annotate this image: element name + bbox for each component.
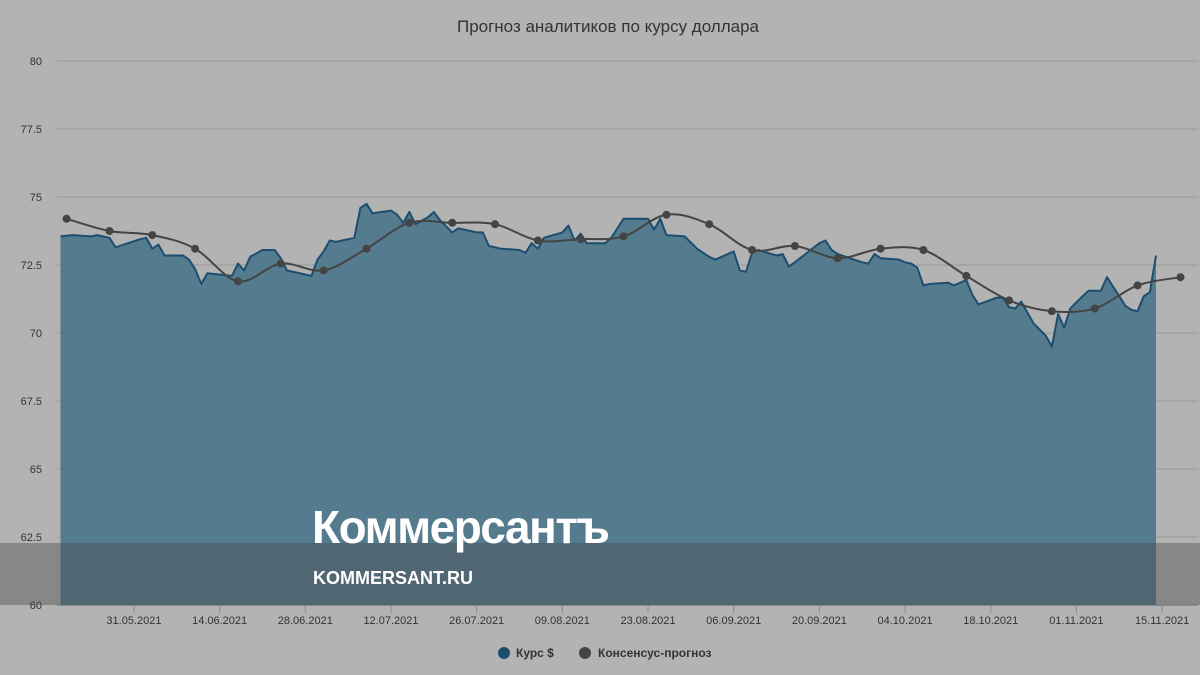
x-axis: 31.05.2021 14.06.2021 28.06.2021 12.07.2021…	[57, 605, 1198, 627]
consensus-point[interactable]	[362, 244, 371, 253]
legend-consensus-label: Консенсус-прогноз	[598, 646, 712, 660]
x-tick-label: 09.08.2021	[535, 615, 590, 627]
consensus-point[interactable]	[491, 220, 499, 229]
consensus-point[interactable]	[1176, 273, 1185, 282]
consensus-point[interactable]	[662, 210, 671, 219]
consensus-point[interactable]	[790, 242, 799, 250]
consensus-point[interactable]	[619, 232, 628, 241]
consensus-point[interactable]	[405, 218, 414, 227]
y-tick-label: 60	[30, 600, 42, 612]
consensus-point[interactable]	[576, 235, 585, 244]
consensus-point[interactable]	[319, 266, 328, 275]
legend: Курс $ Консенсус-прогноз	[498, 646, 712, 660]
consensus-point[interactable]	[876, 244, 885, 253]
consensus-point[interactable]	[191, 244, 200, 253]
x-tick-label: 20.09.2021	[792, 615, 847, 627]
y-tick-label: 65	[30, 464, 42, 476]
consensus-point[interactable]	[1133, 281, 1142, 290]
consensus-series	[62, 210, 1185, 316]
consensus-point[interactable]	[962, 271, 971, 280]
consensus-point[interactable]	[62, 214, 71, 223]
y-tick-label: 70	[30, 328, 42, 340]
watermark-band	[0, 543, 1200, 605]
x-tick-label: 28.06.2021	[278, 615, 333, 627]
consensus-point[interactable]	[833, 254, 842, 263]
watermark-brand: Коммерсантъ	[312, 501, 608, 553]
y-tick-label: 67.5	[21, 396, 42, 408]
x-tick-label: 01.11.2021	[1049, 615, 1103, 627]
x-tick-label: 26.07.2021	[449, 615, 504, 627]
legend-consensus-marker	[579, 647, 591, 659]
y-tick-label: 75	[30, 192, 42, 204]
consensus-point[interactable]	[748, 246, 757, 254]
y-tick-label: 62.5	[21, 532, 42, 544]
consensus-point[interactable]	[234, 277, 242, 286]
consensus-point[interactable]	[276, 259, 285, 268]
legend-item-consensus[interactable]: Консенсус-прогноз	[579, 646, 712, 660]
legend-item-rate[interactable]: Курс $	[498, 646, 554, 660]
consensus-point[interactable]	[919, 246, 928, 254]
x-tick-label: 23.08.2021	[620, 615, 675, 627]
consensus-point[interactable]	[1090, 304, 1099, 313]
x-tick-label: 04.10.2021	[878, 615, 933, 627]
consensus-point[interactable]	[105, 227, 114, 235]
legend-rate-marker	[498, 647, 510, 659]
x-tick-label: 15.11.2021	[1135, 615, 1189, 627]
y-tick-label: 77.5	[21, 124, 42, 136]
consensus-point[interactable]	[1047, 307, 1056, 316]
chart-title: Прогноз аналитиков по курсу доллара	[457, 17, 760, 36]
consensus-point[interactable]	[705, 220, 714, 229]
x-tick-label: 12.07.2021	[363, 615, 418, 627]
y-tick-label: 72.5	[21, 260, 42, 272]
consensus-point[interactable]	[148, 231, 157, 240]
x-tick-label: 14.06.2021	[192, 615, 247, 627]
legend-rate-label: Курс $	[516, 646, 554, 660]
rate-area	[60, 203, 1156, 606]
x-tick-label: 18.10.2021	[963, 615, 1018, 627]
consensus-point[interactable]	[448, 218, 457, 227]
y-tick-label: 80	[30, 56, 42, 68]
watermark-site: KOMMERSANT.RU	[313, 568, 473, 588]
consensus-point[interactable]	[533, 236, 542, 245]
consensus-point[interactable]	[1005, 296, 1014, 305]
x-tick-label: 06.09.2021	[706, 615, 761, 627]
y-axis: 80 77.5 75 72.5 70 67.5 65 62.5 60	[21, 56, 42, 612]
x-tick-label: 31.05.2021	[106, 615, 161, 627]
